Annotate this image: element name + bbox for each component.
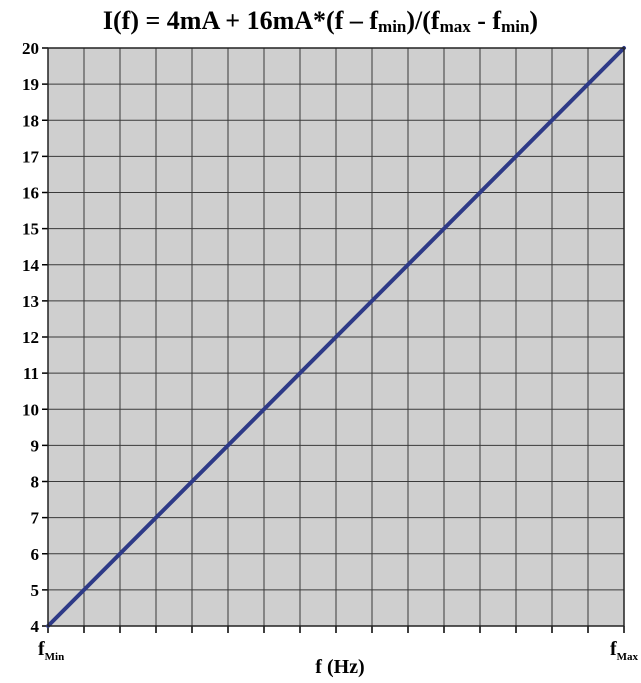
y-tick-label: 14 [22,256,40,275]
y-tick-label: 9 [31,436,40,455]
y-tick-label: 5 [31,581,40,600]
y-tick-label: 20 [22,39,39,58]
x-axis-label: f (Hz) [315,656,364,678]
series-line [46,46,626,628]
plot-border [47,47,625,627]
x-axis-ticks: fMin fMax [38,638,639,663]
y-tick-label: 12 [22,328,39,347]
series-layer [46,46,626,628]
x-tick-label: fMax [610,638,639,663]
y-tick-label: 16 [22,184,39,203]
y-axis-ticks: 4 5 6 7 8 9 10 11 12 13 14 15 16 17 18 19 20 [22,39,625,636]
y-tick-label: 7 [31,509,40,528]
chart-title: I(f) = 4mA + 16mA*(f – fmin)/(fmax - fmi… [102,6,539,36]
y-tick-label: 10 [22,400,39,419]
y-tick-label: 19 [22,75,39,94]
y-tick-label: 18 [22,111,39,130]
y-tick-label: 15 [22,220,39,239]
y-tick-label: 17 [22,147,40,166]
x-tick-label: fMin [38,638,64,663]
y-tick-label: 11 [23,364,39,383]
y-tick-label: 8 [31,473,40,492]
y-tick-label: 13 [22,292,39,311]
y-tick-label: 6 [31,545,40,564]
y-tick-label: 4 [31,617,40,636]
